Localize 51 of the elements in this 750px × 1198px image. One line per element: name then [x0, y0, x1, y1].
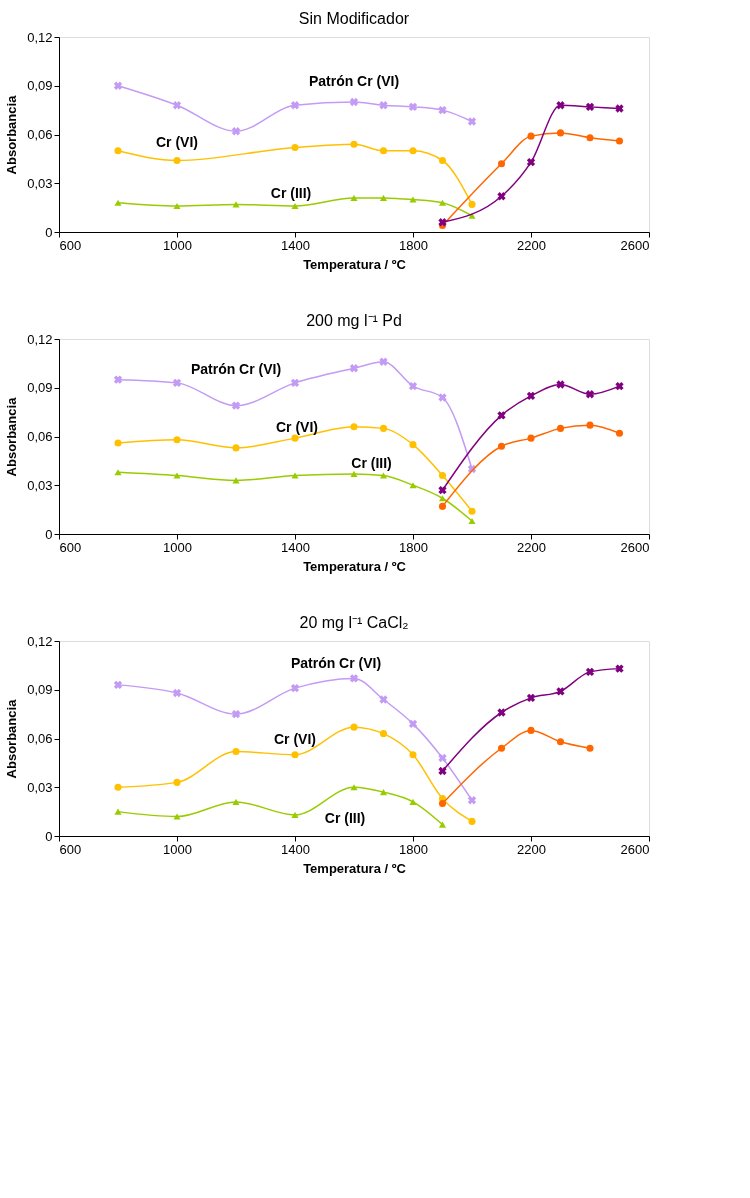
series-label: Cr (III): [351, 454, 392, 471]
x-axis-title: Temperatura / ºC: [303, 558, 407, 574]
y-tick-label: 0,12: [27, 331, 53, 347]
series-label: Cr (VI): [156, 133, 198, 150]
y-tick-label: 0,09: [27, 682, 53, 698]
y-tick-label: 0,03: [27, 779, 53, 795]
x-tick-label: 2600: [620, 841, 650, 857]
y-tick-label: 0: [45, 828, 53, 844]
y-tick-label: 0,06: [27, 731, 53, 746]
x-axis-title: Temperatura / ºC: [303, 256, 407, 272]
x-tick-label: 1800: [399, 539, 428, 555]
x-tick-label: 1800: [399, 237, 428, 253]
series-label: Cr (III): [324, 810, 366, 827]
x-tick-label: 1000: [163, 237, 192, 253]
x-tick-label: 1000: [163, 539, 192, 555]
series-label: Cr (VI): [276, 419, 318, 436]
x-tick-label: 2200: [517, 841, 546, 857]
series-label: Cr (III): [270, 185, 312, 201]
x-tick-label: 600: [59, 539, 82, 555]
y-tick-label: 0,06: [27, 127, 53, 142]
y-axis-title: Absorbancia: [4, 698, 20, 779]
y-tick-label: 0,09: [27, 78, 53, 94]
y-tick-label: 0,03: [27, 477, 53, 493]
x-tick-label: 600: [59, 237, 82, 253]
x-axis-title: Temperatura / ºC: [303, 860, 407, 876]
x-tick-label: 2200: [517, 539, 546, 555]
x-tick-label: 2600: [620, 539, 650, 555]
y-axis-title: Absorbancia: [4, 94, 20, 175]
y-axis-title: Absorbancia: [4, 396, 20, 477]
series-label: Patrón Cr (VI): [308, 73, 400, 89]
y-tick-label: 0,09: [27, 380, 53, 396]
y-tick-label: 0,03: [27, 175, 53, 191]
x-tick-label: 1400: [281, 237, 310, 253]
y-tick-label: 0,06: [27, 429, 53, 444]
y-tick-label: 0: [45, 224, 53, 240]
chart-title: 200 mg l⁻¹ Pd: [306, 312, 402, 329]
chart-title: Sin Modificador: [298, 10, 410, 27]
y-tick-label: 0,12: [27, 633, 53, 649]
y-tick-label: 0,12: [27, 29, 53, 45]
series-label: Patrón Cr (VI): [190, 360, 282, 377]
x-tick-label: 1400: [281, 539, 310, 555]
x-tick-label: 1400: [281, 841, 310, 857]
x-tick-label: 1800: [399, 841, 428, 857]
x-tick-label: 2600: [620, 237, 650, 253]
series-label: Patrón Cr (VI): [290, 655, 382, 672]
series-label: Cr (VI): [274, 730, 316, 747]
x-tick-label: 1000: [163, 841, 192, 857]
y-tick-label: 0: [45, 526, 53, 542]
x-tick-label: 600: [59, 841, 82, 857]
x-tick-label: 2200: [517, 237, 546, 253]
chart-title: 20 mg l⁻¹ CaCl₂: [299, 614, 409, 631]
